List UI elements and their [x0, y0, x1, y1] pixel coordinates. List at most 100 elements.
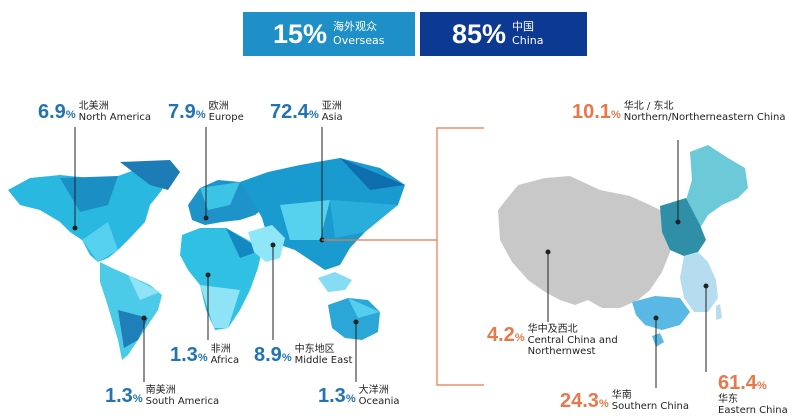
stat-eastern-china-number: 61.4 % [718, 372, 770, 394]
south-america-facet [118, 310, 148, 348]
stat-europe-unit: % [195, 109, 206, 121]
callout-dot-middle-east [270, 242, 276, 248]
stat-central-china-label: 华中及西北 Central China and Northernwest [528, 324, 618, 357]
overseas-label-zh: 海外观众 [333, 20, 378, 33]
asia-facet [280, 200, 330, 240]
stat-southern-china-unit: % [598, 398, 609, 410]
china-callouts [545, 140, 709, 388]
stat-middle-east-unit: % [281, 352, 292, 364]
stat-africa: 1.3 % 非洲 Africa [170, 344, 239, 366]
world-callouts [72, 127, 359, 382]
stat-oceania-value: 1.3 [318, 385, 346, 407]
stat-northern-china-zh: 华北 / 东北 [623, 101, 674, 112]
stat-africa-label: 非洲 Africa [211, 344, 240, 366]
asia-facet [340, 158, 405, 190]
stat-oceania-label: 大洋洲 Oceania [359, 385, 400, 407]
world-map [8, 158, 405, 360]
stat-europe-label: 欧洲 Europe [209, 101, 244, 123]
stat-africa-zh: 非洲 [210, 344, 231, 355]
china-label: 中国 China [512, 20, 543, 48]
stat-europe-zh: 欧洲 [208, 101, 229, 112]
china-west-region [498, 176, 672, 308]
china-label-zh: 中国 [512, 20, 535, 33]
connector-bracket [436, 127, 484, 386]
callout-dot-europe [203, 215, 209, 221]
china-summary-box: 85% 中国 China [420, 12, 587, 56]
callout-dot-oceania [353, 319, 359, 325]
stat-south-america-value: 1.3 [105, 385, 133, 407]
stat-north-america-en: North America [78, 112, 151, 123]
stat-africa-unit: % [197, 352, 208, 364]
stat-oceania-unit: % [345, 393, 356, 405]
stat-eastern-china: 61.4 % 华东 Eastern China [718, 372, 788, 416]
stat-middle-east-value: 8.9 [254, 344, 282, 366]
overseas-label: 海外观众 Overseas [333, 20, 384, 48]
stat-eastern-china-en: Eastern China [718, 405, 788, 416]
callout-dot-southern [653, 315, 659, 321]
stat-eastern-china-unit: % [756, 380, 767, 392]
stat-south-america-zh: 南美洲 [145, 385, 176, 396]
stat-europe: 7.9 % 欧洲 Europe [168, 101, 244, 123]
stat-middle-east-zh: 中东地区 [294, 344, 335, 355]
stat-middle-east: 8.9 % 中东地区 Middle East [254, 344, 352, 366]
stat-northern-china-en: Northern/Northerneastern China [623, 112, 786, 123]
taiwan-island [716, 304, 722, 320]
asia-facet [330, 200, 398, 238]
stat-north-america-unit: % [65, 109, 76, 121]
callout-dot-central [545, 249, 551, 255]
stat-middle-east-en: Middle East [294, 355, 353, 366]
overseas-percent: 15% [273, 18, 328, 49]
callout-dot-south-america [141, 315, 147, 321]
stat-eastern-china-label: 华东 Eastern China [718, 394, 788, 416]
stat-asia-value: 72.4 [270, 101, 309, 123]
stat-northern-china: 10.1 % 华北 / 东北 Northern/Northerneastern … [572, 101, 785, 123]
greenland-shape [120, 160, 180, 190]
stat-southern-china: 24.3 % 华南 Southern China [560, 390, 689, 412]
overseas-summary-box: 15% 海外观众 Overseas [243, 12, 415, 56]
stat-africa-en: Africa [210, 355, 240, 366]
stat-asia-zh: 亚洲 [321, 101, 342, 112]
stat-europe-value: 7.9 [168, 101, 196, 123]
africa-facet [200, 285, 240, 328]
callout-dot-eastern [703, 283, 709, 289]
stat-eastern-china-zh: 华东 [718, 394, 738, 405]
callout-dot-north-america [72, 225, 78, 231]
north-america-facet [82, 222, 118, 262]
stat-oceania-zh: 大洋洲 [358, 385, 389, 396]
stat-africa-value: 1.3 [170, 344, 198, 366]
stat-southern-china-label: 华南 Southern China [612, 390, 689, 412]
hainan-island [652, 333, 664, 347]
europe-facet [200, 182, 240, 210]
stat-asia-en: Asia [321, 112, 343, 123]
southeast-asia-islands [318, 272, 352, 292]
stat-south-america-unit: % [132, 393, 143, 405]
stat-europe-en: Europe [208, 112, 244, 123]
china-label-en: China [512, 34, 544, 47]
overseas-label-en: Overseas [333, 34, 385, 47]
stat-central-china-en2: Northernwest [527, 346, 596, 357]
middle-east-shape [248, 225, 285, 262]
stat-central-china-value: 4.2 [487, 324, 515, 346]
stat-central-china-en: Central China and [527, 335, 618, 346]
stat-northern-china-label: 华北 / 东北 Northern/Northerneastern China [624, 101, 786, 123]
china-percent: 85% [452, 18, 507, 49]
stat-north-america-label: 北美洲 North America [79, 101, 151, 123]
china-map [498, 145, 748, 347]
stat-southern-china-value: 24.3 [560, 390, 599, 412]
china-northeast-region [686, 145, 748, 228]
stat-asia-unit: % [308, 109, 319, 121]
stat-south-america-en: South America [145, 396, 220, 407]
africa-facet [226, 228, 262, 258]
china-east-region [680, 252, 718, 312]
stat-southern-china-zh: 华南 [611, 390, 632, 401]
china-north-region [660, 198, 706, 256]
stat-eastern-china-value: 61.4 [718, 372, 757, 394]
callout-dot-africa [205, 272, 211, 278]
china-connector [322, 127, 484, 386]
stat-northern-china-unit: % [610, 109, 621, 121]
stat-middle-east-label: 中东地区 Middle East [295, 344, 353, 366]
north-america-shape [8, 168, 162, 262]
china-south-region [632, 296, 690, 330]
stat-south-america-label: 南美洲 South America [146, 385, 220, 407]
